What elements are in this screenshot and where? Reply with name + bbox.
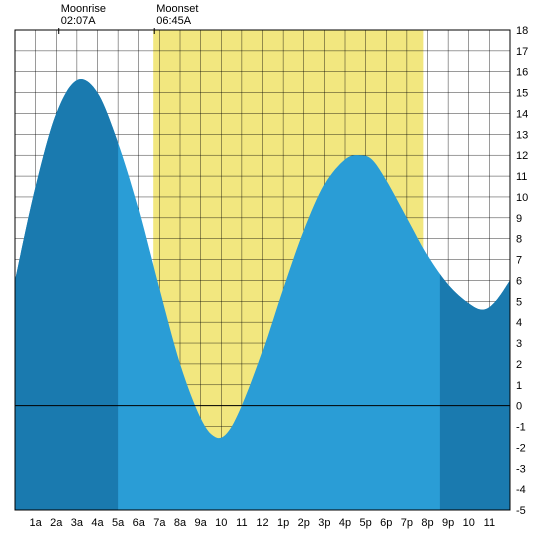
- y-axis-label: 4: [516, 317, 522, 329]
- y-axis-label: 0: [516, 401, 522, 413]
- y-axis-label: 17: [516, 46, 528, 58]
- x-axis-label: 8p: [421, 517, 433, 529]
- x-axis-label: 7a: [153, 517, 166, 529]
- y-axis-label: 12: [516, 150, 528, 162]
- y-axis-label: 2: [516, 359, 522, 371]
- tide-chart: 1a2a3a4a5a6a7a8a9a1011121p2p3p4p5p6p7p8p…: [0, 0, 550, 550]
- x-axis-label: 12: [256, 517, 268, 529]
- y-axis-label: 9: [516, 213, 522, 225]
- x-axis-label: 10: [463, 517, 475, 529]
- x-axis-label: 9p: [442, 517, 454, 529]
- y-axis-label: 15: [516, 88, 528, 100]
- x-axis-label: 7p: [401, 517, 413, 529]
- x-axis-label: 6a: [133, 517, 146, 529]
- y-axis-label: -4: [516, 484, 526, 496]
- x-axis-label: 1a: [30, 517, 43, 529]
- x-axis-label: 8a: [174, 517, 187, 529]
- y-axis-label: 6: [516, 275, 522, 287]
- x-axis-label: 5a: [112, 517, 125, 529]
- x-axis-label: 3p: [318, 517, 330, 529]
- moon-event-time: 06:45A: [156, 15, 192, 27]
- x-axis-label: 9a: [195, 517, 208, 529]
- y-axis-label: 16: [516, 67, 528, 79]
- x-axis-label: 3a: [71, 517, 84, 529]
- y-axis-label: 11: [516, 171, 527, 183]
- x-axis-label: 4p: [339, 517, 351, 529]
- x-axis-label: 6p: [380, 517, 392, 529]
- y-axis-label: 10: [516, 192, 528, 204]
- y-axis-label: 5: [516, 296, 522, 308]
- y-axis-label: -3: [516, 463, 526, 475]
- y-axis-label: 1: [516, 380, 522, 392]
- x-axis-label: 10: [215, 517, 227, 529]
- x-axis-label: 4a: [91, 517, 104, 529]
- y-axis-label: -5: [516, 505, 526, 517]
- y-axis-label: 3: [516, 338, 522, 350]
- moon-event-label: Moonrise: [61, 3, 106, 15]
- chart-svg: 1a2a3a4a5a6a7a8a9a1011121p2p3p4p5p6p7p8p…: [0, 0, 550, 550]
- y-axis-label: 18: [516, 25, 528, 37]
- y-axis-label: 13: [516, 129, 528, 141]
- x-axis-label: 11: [236, 517, 247, 529]
- x-axis-label: 2p: [298, 517, 310, 529]
- y-axis-label: 8: [516, 234, 522, 246]
- moon-event-time: 02:07A: [61, 15, 97, 27]
- x-axis-label: 11: [484, 517, 495, 529]
- y-axis-label: 7: [516, 255, 522, 267]
- x-axis-label: 1p: [277, 517, 289, 529]
- y-axis-label: 14: [516, 108, 528, 120]
- x-axis-label: 5p: [360, 517, 372, 529]
- moon-event-label: Moonset: [156, 3, 198, 15]
- y-axis-label: -1: [516, 422, 526, 434]
- x-axis-label: 2a: [50, 517, 63, 529]
- y-axis-label: -2: [516, 442, 526, 454]
